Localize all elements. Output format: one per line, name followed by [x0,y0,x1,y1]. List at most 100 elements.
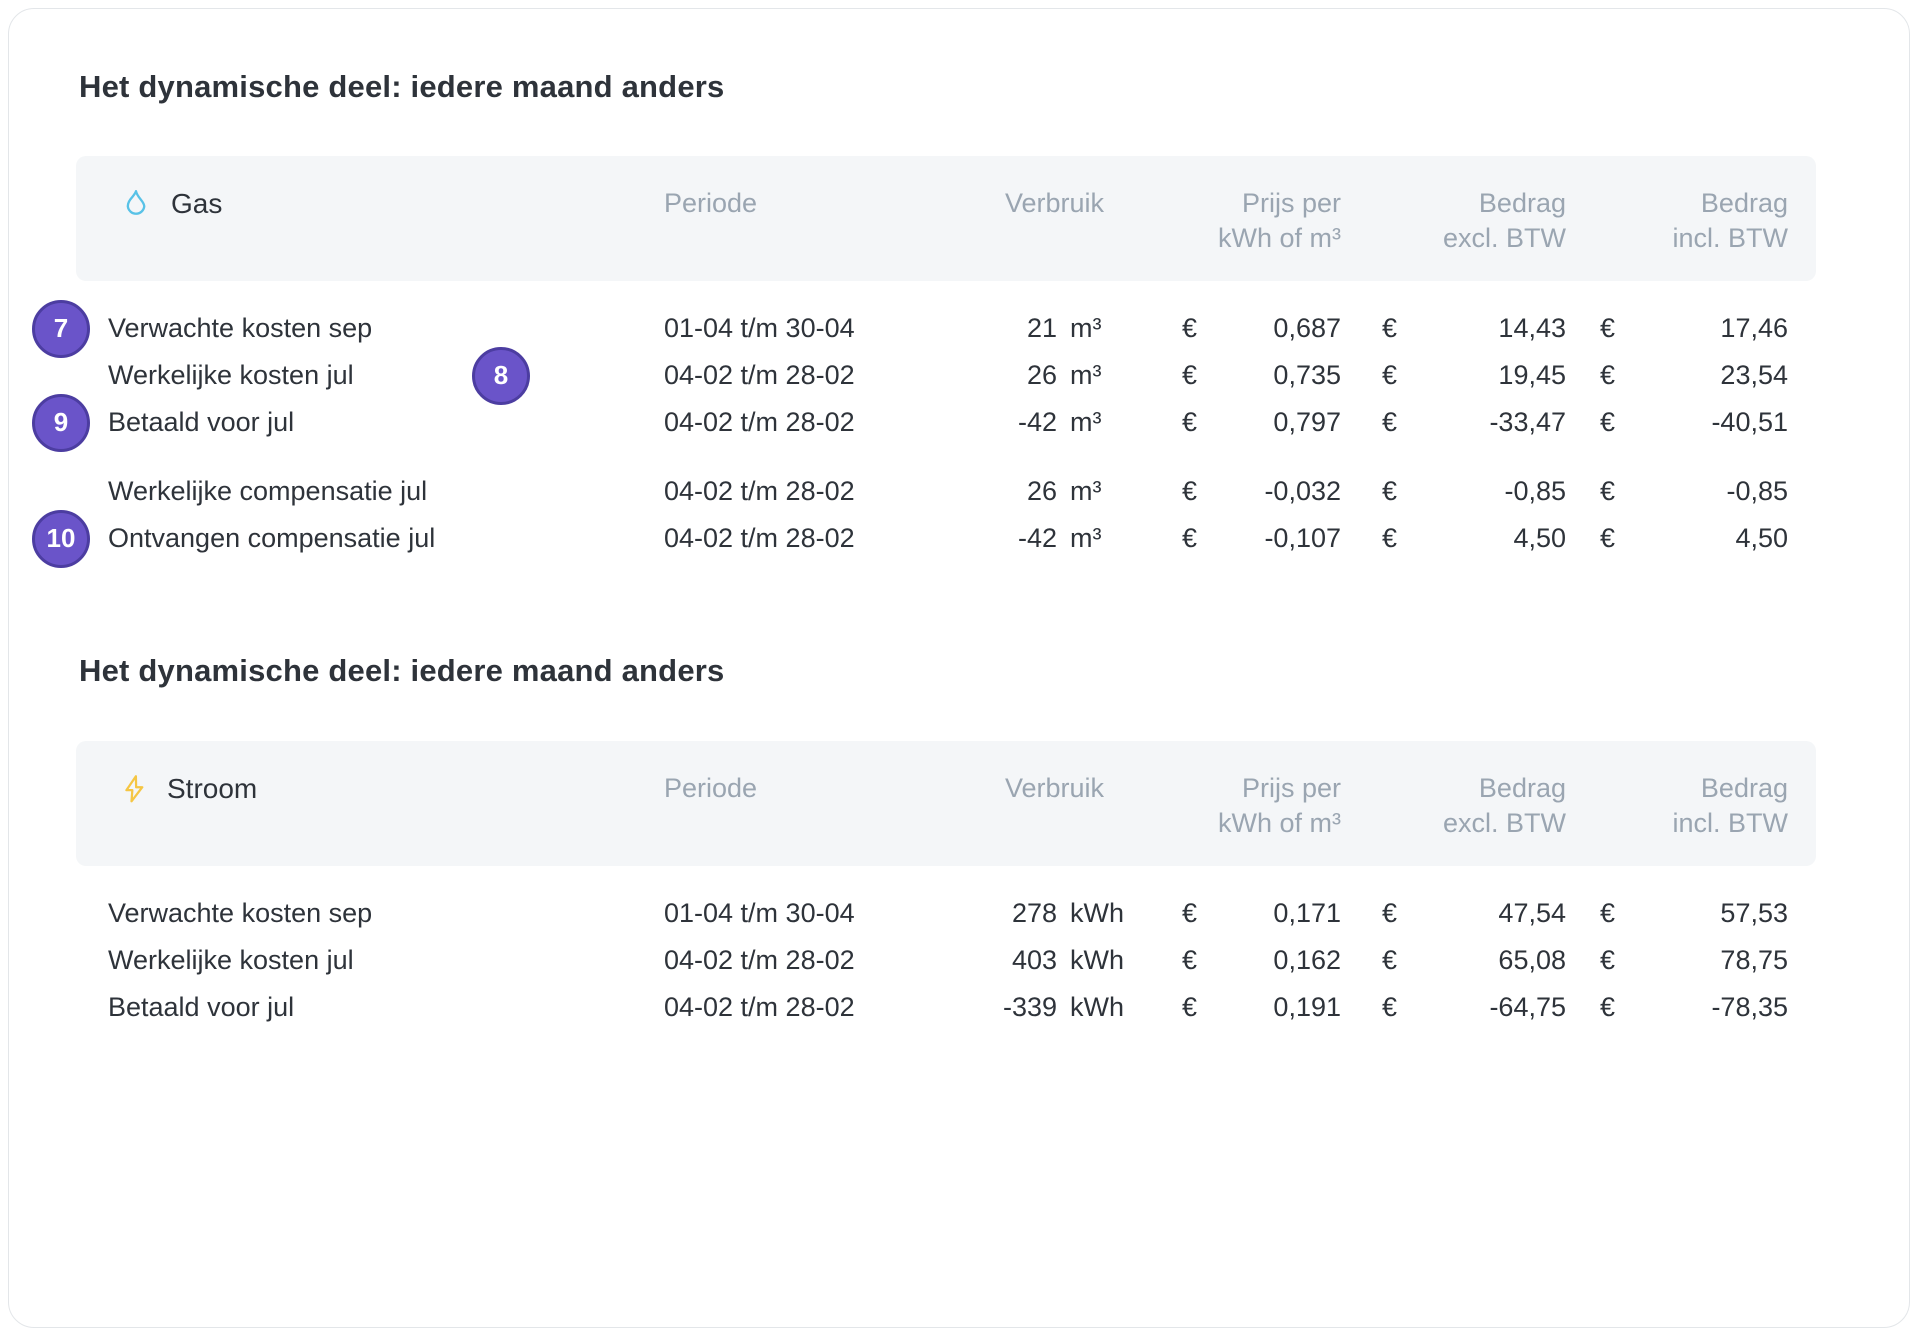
periode-cell: 04-02 t/m 28-02 [664,523,855,553]
verbruik-cell: 26 m³ [899,476,1131,507]
product-label-stroom: Stroom [76,741,664,806]
verbruik-value: -42 [1017,407,1057,437]
price-value: 0,797 [1273,407,1341,437]
currency-symbol: € [1382,523,1398,553]
column-header-prijs: Prijs per kWh of m³ [1217,773,1341,838]
bedrag-incl-cell: € 57,53 [1600,898,1788,929]
prijs-cell: € 0,171 [1182,898,1341,929]
bedrag-incl-cell: € 78,75 [1600,945,1788,976]
verbruik-cell: 403 kWh [899,945,1131,976]
verbruik-cell: 21 m³ [899,313,1131,344]
price-value: 0,687 [1273,313,1341,343]
row-label: Werkelijke compensatie jul [108,476,428,506]
verbruik-unit: m³ [1070,360,1102,390]
periode-cell: 04-02 t/m 28-02 [664,945,855,975]
currency-symbol: € [1600,360,1616,390]
lightning-icon [121,773,147,805]
price-value: 0,171 [1273,898,1341,928]
currency-symbol: € [1182,992,1198,1022]
annotation-badge: 7 [32,299,90,358]
row-label: Ontvangen compensatie jul [108,523,436,553]
prijs-cell: € 0,687 [1182,313,1341,344]
periode-cell: 04-02 t/m 28-02 [664,360,855,390]
verbruik-value: -42 [1017,523,1057,553]
verbruik-value: 278 [1011,898,1057,928]
verbruik-value: 403 [1011,945,1057,975]
bedrag-excl-cell: € 47,54 [1382,898,1566,929]
bedrag-excl-cell: € 65,08 [1382,945,1566,976]
table-row: Betaald voor jul 04-02 t/m 28-02 -42 m³ … [32,393,1816,452]
periode-cell: 01-04 t/m 30-04 [664,313,855,343]
section-title-gas: Het dynamische deel: iedere maand anders [79,69,725,104]
stroom-table-body: Verwachte kosten sep 01-04 t/m 30-04 278… [76,866,1816,1031]
currency-symbol: € [1382,407,1398,437]
periode-cell: 04-02 t/m 28-02 [664,992,855,1022]
amount-excl-value: -64,75 [1489,992,1566,1022]
amount-incl-value: -78,35 [1711,992,1788,1022]
currency-symbol: € [1182,898,1198,928]
bedrag-excl-cell: € -64,75 [1382,992,1566,1023]
annotation-badge: 10 [32,509,90,568]
amount-excl-value: 4,50 [1513,523,1566,553]
verbruik-unit: m³ [1070,523,1102,553]
annotation-badge: 9 [32,393,90,452]
verbruik-unit: kWh [1070,945,1124,975]
bedrag-incl-cell: € -0,85 [1600,476,1788,507]
row-label: Betaald voor jul [108,407,295,437]
column-header-bedrag-incl: Bedrag incl. BTW [1672,188,1788,253]
amount-excl-value: 65,08 [1498,945,1566,975]
prijs-cell: € 0,191 [1182,992,1341,1023]
table-row: Werkelijke compensatie jul 04-02 t/m 28-… [76,468,1816,515]
currency-symbol: € [1600,523,1616,553]
amount-excl-value: 14,43 [1498,313,1566,343]
amount-incl-value: -0,85 [1726,476,1788,506]
annotation-badge: 8 [472,346,530,405]
bedrag-excl-cell: € 14,43 [1382,313,1566,344]
price-value: 0,162 [1273,945,1341,975]
page-card: Het dynamische deel: iedere maand anders… [8,8,1910,1328]
gas-table: Gas Periode Verbruik Prijs per kWh of m³… [32,156,1816,568]
stroom-table: Stroom Periode Verbruik Prijs per kWh of… [76,741,1816,1031]
verbruik-cell: 278 kWh [899,898,1131,929]
currency-symbol: € [1382,992,1398,1022]
prijs-cell: € 0,797 [1182,407,1341,438]
column-header-periode: Periode [664,188,758,218]
currency-symbol: € [1382,313,1398,343]
periode-cell: 01-04 t/m 30-04 [664,898,855,928]
bedrag-excl-cell: € 4,50 [1382,523,1566,554]
bedrag-incl-cell: € 4,50 [1600,523,1788,554]
currency-symbol: € [1600,476,1616,506]
currency-symbol: € [1182,360,1198,390]
verbruik-value: 26 [1026,360,1057,390]
prijs-cell: € 0,735 [1182,360,1341,391]
bedrag-incl-cell: € 17,46 [1600,313,1788,344]
column-header-bedrag-excl: Bedrag excl. BTW [1442,188,1566,253]
table-row: Verwachte kosten sep 01-04 t/m 30-04 278… [76,890,1816,937]
row-label: Verwachte kosten sep [108,313,373,343]
stroom-table-header: Stroom Periode Verbruik Prijs per kWh of… [76,741,1816,866]
column-header-periode: Periode [664,773,758,803]
row-label: Werkelijke kosten jul [108,945,354,975]
verbruik-value: 21 [1026,313,1057,343]
prijs-cell: € -0,032 [1182,476,1341,507]
currency-symbol: € [1600,992,1616,1022]
currency-symbol: € [1600,945,1616,975]
gas-table-body: Verwachte kosten sep 01-04 t/m 30-04 21 … [32,281,1816,568]
table-row: Werkelijke kosten jul 04-02 t/m 28-02 40… [76,937,1816,984]
price-value: -0,032 [1264,476,1341,506]
currency-symbol: € [1182,313,1198,343]
currency-symbol: € [1600,407,1616,437]
prijs-cell: € -0,107 [1182,523,1341,554]
row-label: Betaald voor jul [108,992,295,1022]
column-header-bedrag-excl: Bedrag excl. BTW [1442,773,1566,838]
row-label: Werkelijke kosten jul [108,360,354,390]
flame-icon [121,188,151,220]
table-row: Verwachte kosten sep 01-04 t/m 30-04 21 … [32,299,1816,358]
prijs-cell: € 0,162 [1182,945,1341,976]
table-row: Werkelijke kosten jul 04-02 t/m 28-02 26… [76,346,1816,405]
amount-incl-value: 4,50 [1735,523,1788,553]
table-row: Betaald voor jul 04-02 t/m 28-02 -339 kW… [76,984,1816,1031]
amount-incl-value: 78,75 [1720,945,1788,975]
currency-symbol: € [1382,898,1398,928]
product-label-gas: Gas [76,156,664,221]
